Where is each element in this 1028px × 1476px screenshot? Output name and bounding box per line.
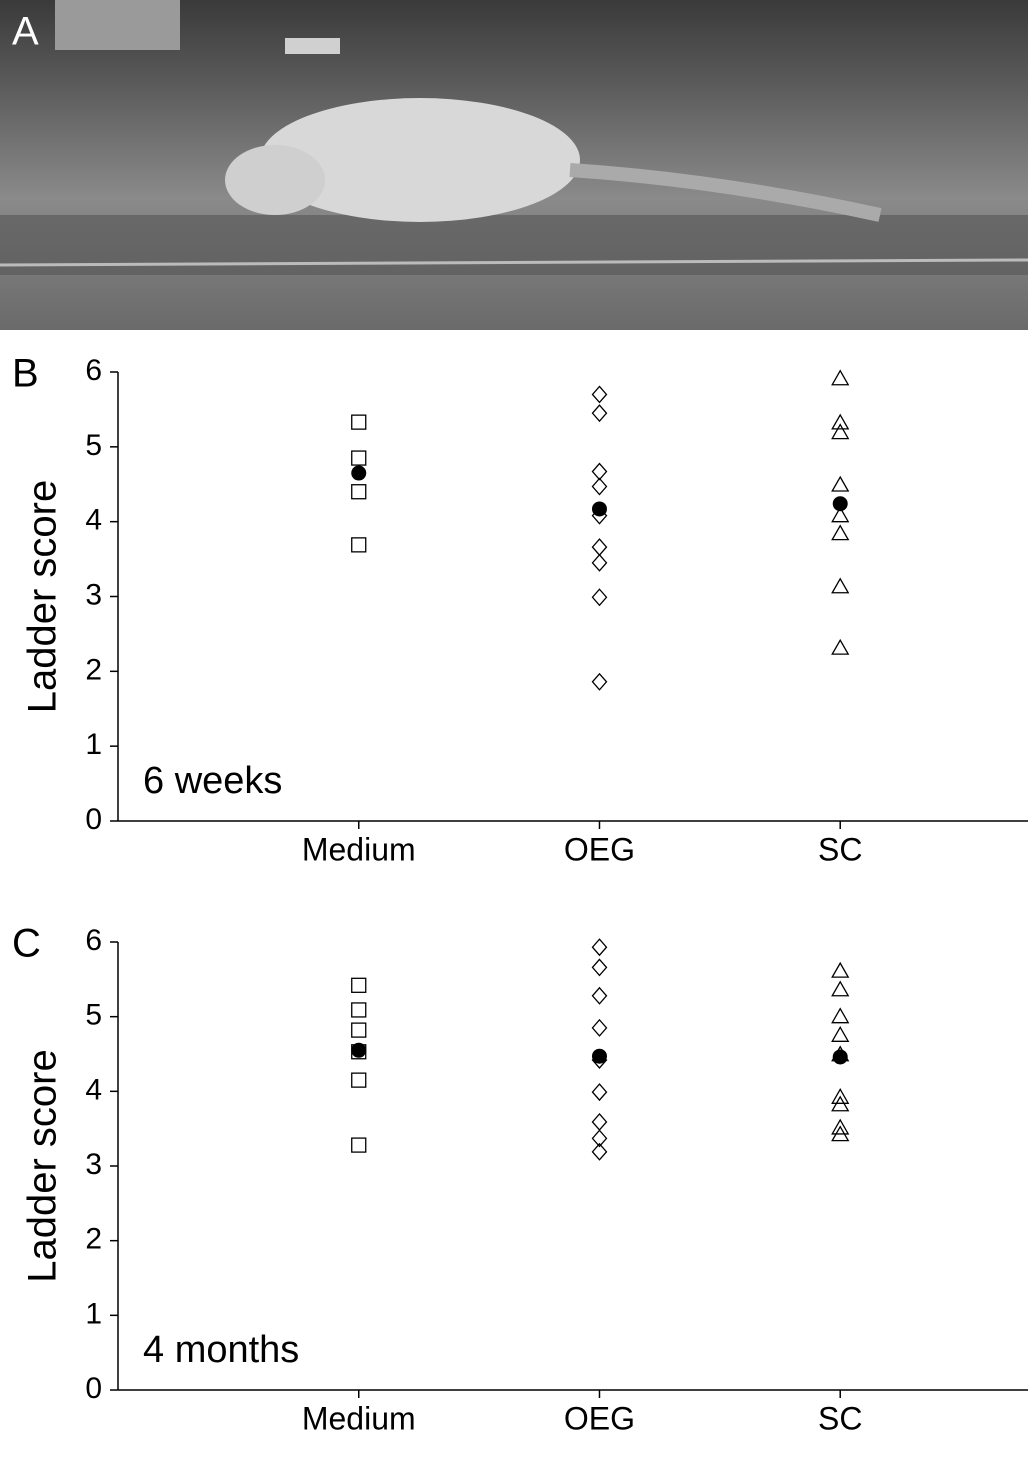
x-tick-label: SC bbox=[818, 1400, 862, 1436]
panel-label: A bbox=[12, 10, 39, 54]
point-square bbox=[351, 977, 367, 993]
y-tick-label: 2 bbox=[85, 1223, 102, 1256]
point-diamond bbox=[591, 672, 608, 691]
point-square bbox=[351, 1137, 367, 1153]
point-diamond bbox=[591, 958, 608, 977]
x-tick-label: SC bbox=[818, 831, 862, 867]
annotation: 6 weeks bbox=[143, 760, 282, 802]
point-triangle bbox=[831, 524, 850, 541]
point-triangle bbox=[831, 1087, 850, 1104]
x-tick-label: OEG bbox=[564, 1400, 635, 1436]
mean-point bbox=[832, 496, 848, 512]
y-axis-label: Ladder score bbox=[21, 480, 65, 713]
point-square bbox=[351, 484, 367, 500]
panel-label: B bbox=[12, 352, 39, 396]
chart: C Ladder score 4 months 0 1 2 3 4 5 6 Medium OEG SC bbox=[12, 922, 1028, 1436]
point-triangle bbox=[831, 423, 850, 440]
annotation: 4 months bbox=[143, 1329, 299, 1371]
photo-ladder bbox=[0, 215, 1028, 275]
point-triangle bbox=[831, 577, 850, 594]
photo: A bbox=[0, 0, 1028, 330]
y-tick-label: 4 bbox=[85, 504, 102, 537]
y-axis-label: Ladder score bbox=[21, 1049, 65, 1282]
y-tick-label: 0 bbox=[85, 1372, 102, 1405]
y-tick-label: 1 bbox=[85, 1297, 102, 1330]
point-diamond bbox=[591, 986, 608, 1005]
point-triangle bbox=[831, 638, 850, 655]
point-diamond bbox=[591, 1129, 608, 1148]
photo-rat-tail bbox=[569, 163, 882, 222]
mean-point bbox=[591, 501, 607, 517]
point-triangle bbox=[831, 369, 850, 386]
point-diamond bbox=[591, 404, 608, 423]
point-diamond bbox=[591, 553, 608, 572]
point-diamond bbox=[591, 1083, 608, 1102]
mean-point bbox=[591, 1048, 607, 1064]
mean-point bbox=[351, 465, 367, 481]
point-diamond bbox=[591, 1112, 608, 1131]
y-tick-label: 4 bbox=[85, 1073, 102, 1106]
point-diamond bbox=[591, 385, 608, 404]
point-square bbox=[351, 414, 367, 430]
point-diamond bbox=[591, 538, 608, 557]
point-triangle bbox=[831, 1007, 850, 1024]
x-tick-label: OEG bbox=[564, 831, 635, 867]
point-diamond bbox=[591, 1018, 608, 1037]
y-tick-label: 1 bbox=[85, 728, 102, 761]
y-tick-label: 6 bbox=[85, 354, 102, 387]
point-triangle bbox=[831, 1095, 850, 1112]
y-tick-label: 5 bbox=[85, 999, 102, 1032]
y-tick-label: 3 bbox=[85, 1148, 102, 1181]
mean-point bbox=[351, 1042, 367, 1058]
chart: B Ladder score 6 weeks 0 1 2 3 4 5 6 Medium OEG SC bbox=[12, 352, 1028, 867]
y-tick-label: 5 bbox=[85, 429, 102, 462]
point-diamond bbox=[591, 1142, 608, 1161]
point-triangle bbox=[831, 475, 850, 492]
point-diamond bbox=[591, 462, 608, 481]
point-triangle bbox=[831, 506, 850, 523]
photo-rat-head bbox=[225, 145, 325, 215]
y-tick-label: 2 bbox=[85, 653, 102, 686]
point-diamond bbox=[591, 477, 608, 496]
panel-label: C bbox=[12, 922, 41, 966]
point-diamond bbox=[591, 938, 608, 957]
point-triangle bbox=[831, 961, 850, 978]
point-square bbox=[351, 1072, 367, 1088]
point-square bbox=[351, 537, 367, 553]
photo-light bbox=[285, 38, 340, 54]
y-tick-label: 3 bbox=[85, 578, 102, 611]
point-triangle bbox=[831, 1125, 850, 1142]
y-tick-label: 0 bbox=[85, 803, 102, 836]
point-square bbox=[351, 450, 367, 466]
point-triangle bbox=[831, 980, 850, 997]
x-tick-label: Medium bbox=[302, 831, 416, 867]
point-triangle bbox=[831, 1026, 850, 1042]
point-square bbox=[351, 1002, 367, 1018]
photo-rail bbox=[0, 258, 1028, 267]
photo-object bbox=[55, 0, 180, 50]
y-tick-label: 6 bbox=[85, 924, 102, 957]
point-diamond bbox=[591, 588, 608, 607]
point-triangle bbox=[831, 1118, 850, 1135]
mean-point bbox=[832, 1049, 848, 1065]
x-tick-label: Medium bbox=[302, 1400, 416, 1436]
point-square bbox=[351, 1022, 367, 1038]
photo-rat-body bbox=[260, 98, 580, 222]
point-triangle bbox=[831, 413, 850, 430]
